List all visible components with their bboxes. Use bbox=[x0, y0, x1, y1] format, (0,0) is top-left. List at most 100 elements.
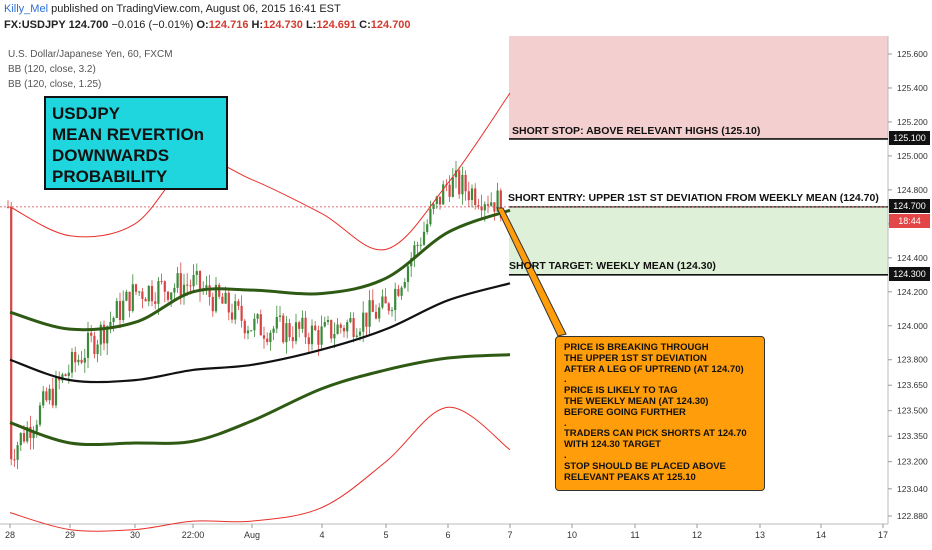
candle-body bbox=[240, 305, 243, 321]
candle-body bbox=[496, 190, 499, 212]
candle-body bbox=[390, 310, 394, 312]
note-line: AFTER A LEG OF UPTREND (AT 124.70) bbox=[564, 363, 744, 375]
bb-basis-line bbox=[9, 282, 511, 384]
high-label: H: bbox=[251, 19, 264, 31]
candle-body bbox=[413, 245, 416, 259]
close-value: 124.700 bbox=[370, 19, 411, 31]
candle-body bbox=[237, 301, 240, 306]
candle-body bbox=[461, 174, 464, 195]
candle-body bbox=[19, 433, 22, 446]
candle-body bbox=[336, 324, 339, 335]
short-target-label: SHORT TARGET: WEEKLY MEAN (124.30) bbox=[509, 260, 716, 272]
candle-body bbox=[246, 330, 250, 334]
candle-body bbox=[176, 273, 179, 288]
candle-body bbox=[400, 287, 403, 296]
y-tick-label: 123.800 bbox=[897, 355, 928, 365]
price-chart[interactable]: 125.600 125.400 125.200 125.000 124.800 12 4. 6… bbox=[0, 36, 932, 550]
candle-body bbox=[134, 284, 138, 292]
y-tick-label: 123.500 bbox=[897, 406, 928, 416]
x-tick-label: 7 bbox=[507, 530, 512, 540]
candle-body bbox=[499, 190, 502, 218]
candle-body bbox=[403, 281, 406, 288]
x-tick-label: 5 bbox=[383, 530, 388, 540]
y-tick-label: 125.200 bbox=[897, 117, 928, 127]
open-label: O: bbox=[196, 19, 209, 31]
candle-body bbox=[272, 328, 275, 333]
symbol[interactable]: FX:USDJPY bbox=[4, 19, 66, 31]
series-title: U.S. Dollar/Japanese Yen, 60, FXCM bbox=[8, 49, 173, 60]
candle-body bbox=[387, 303, 390, 311]
candle-body bbox=[109, 322, 112, 327]
candle-body bbox=[10, 207, 13, 460]
candle-body bbox=[13, 459, 16, 461]
stop-price-tag: 125.100 bbox=[889, 131, 930, 145]
candle-body bbox=[454, 170, 458, 178]
author-link[interactable]: Killy_Mel bbox=[4, 3, 49, 15]
candle-body bbox=[266, 338, 269, 343]
candle-body bbox=[467, 191, 470, 201]
study-bb-inner[interactable]: BB (120, close, 1.25) bbox=[8, 79, 102, 90]
candle-body bbox=[138, 291, 141, 293]
note-line: . bbox=[564, 374, 567, 386]
x-tick-label: 22:00 bbox=[182, 530, 205, 540]
candle-body bbox=[38, 405, 42, 425]
y-tick-label: 124.000 bbox=[897, 321, 928, 331]
note-line: . bbox=[564, 417, 567, 429]
candle-body bbox=[6, 206, 10, 208]
candle-body bbox=[381, 296, 384, 308]
candle-body bbox=[205, 285, 208, 289]
candle-body bbox=[131, 284, 134, 311]
candle-body bbox=[486, 204, 490, 206]
note-line: BEFORE GOING FURTHER bbox=[564, 406, 686, 418]
high-value: 124.730 bbox=[263, 19, 303, 31]
candle-body bbox=[118, 301, 122, 320]
candle-body bbox=[227, 292, 230, 313]
candle-body bbox=[406, 266, 410, 282]
candle-body bbox=[96, 344, 99, 355]
candle-body bbox=[285, 323, 288, 343]
study-bb-outer[interactable]: BB (120, close, 3.2) bbox=[8, 64, 96, 75]
target-zone bbox=[509, 206, 888, 275]
candle-body bbox=[362, 312, 365, 332]
candle-body bbox=[16, 445, 19, 460]
candle-body bbox=[442, 184, 445, 205]
candle-body bbox=[368, 300, 371, 327]
candle-body bbox=[493, 202, 496, 212]
close-label: C: bbox=[359, 19, 371, 31]
callout-arrow bbox=[496, 207, 567, 337]
x-tick-label: 10 bbox=[567, 530, 577, 540]
candle-body bbox=[125, 291, 128, 301]
candle-body bbox=[301, 317, 304, 329]
candle-body bbox=[480, 206, 483, 211]
y-tick-label: 124.800 bbox=[897, 185, 928, 195]
candle-body bbox=[234, 301, 237, 320]
candle-body bbox=[214, 284, 218, 312]
candle-body bbox=[269, 332, 272, 343]
candle-body bbox=[48, 388, 51, 401]
title-line: DOWNWARDS bbox=[52, 146, 170, 165]
publish-info: published on TradingView.com, August 06,… bbox=[51, 3, 341, 15]
candle-body bbox=[304, 317, 307, 338]
y-tick-label: 123.350 bbox=[897, 431, 928, 441]
candle-body bbox=[144, 298, 147, 302]
candle-body bbox=[166, 291, 170, 300]
candle-body bbox=[86, 332, 90, 358]
candle-body bbox=[45, 391, 48, 401]
candle-body bbox=[54, 376, 58, 406]
x-tick-label: 11 bbox=[630, 530, 639, 540]
note-line: TRADERS CAN PICK SHORTS AT 124.70 bbox=[564, 428, 747, 440]
candle-body bbox=[243, 320, 246, 334]
candle-body bbox=[230, 312, 234, 320]
x-tick-label: 4 bbox=[319, 530, 324, 540]
candle-body bbox=[397, 288, 400, 296]
bb-inner-lower-line bbox=[9, 353, 511, 447]
candle-body bbox=[429, 208, 432, 225]
x-tick-label: 17 bbox=[878, 530, 888, 540]
note-line: RELEVANT PEAKS AT 125.10 bbox=[564, 471, 696, 483]
candle-body bbox=[422, 231, 426, 245]
note-line: THE UPPER 1ST ST DEVIATION bbox=[564, 352, 707, 364]
publish-line: Killy_Mel published on TradingView.com, … bbox=[4, 3, 341, 15]
candle-body bbox=[432, 204, 435, 209]
candle-body bbox=[115, 301, 118, 318]
candle-body bbox=[157, 281, 160, 304]
